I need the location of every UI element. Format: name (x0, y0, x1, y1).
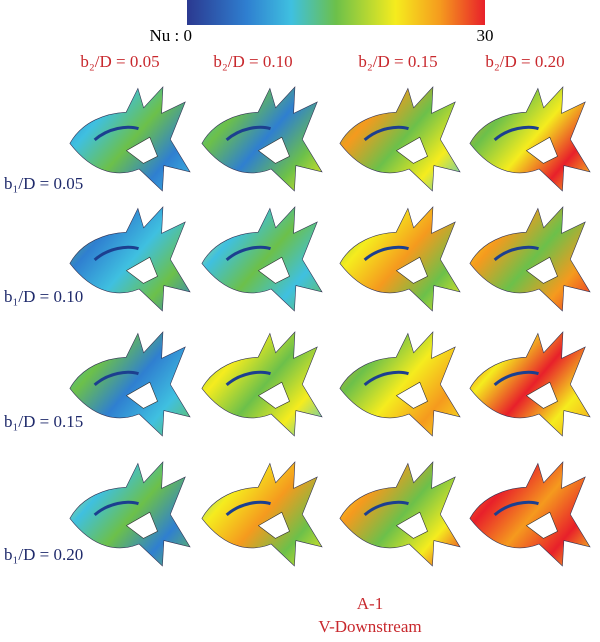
surface (201, 331, 323, 437)
cutout (257, 256, 290, 284)
row-label: b₁/D = 0.05 (4, 174, 83, 193)
surface (69, 206, 191, 312)
surface (339, 86, 461, 192)
low-band (225, 500, 271, 517)
surface (469, 206, 591, 312)
low-band (493, 245, 539, 262)
colorbar (187, 0, 485, 25)
cutout (125, 136, 158, 164)
cutout (257, 136, 290, 164)
contour-plot (69, 461, 191, 567)
low-band (363, 245, 409, 262)
low-band (225, 370, 271, 387)
contour-plot (201, 206, 323, 312)
low-band (93, 370, 139, 387)
contour-plot (339, 331, 461, 437)
row-label: b₁/D = 0.20 (4, 545, 83, 564)
low-band (225, 125, 271, 142)
surface (339, 331, 461, 437)
contour-plot (339, 206, 461, 312)
surface (69, 86, 191, 192)
surface (69, 461, 191, 567)
low-band (363, 500, 409, 517)
row-label: b₁/D = 0.15 (4, 412, 83, 431)
cutout (525, 256, 558, 284)
column-label: b₂/D = 0.10 (213, 52, 292, 71)
surface (201, 206, 323, 312)
contour-plot (469, 86, 591, 192)
contour-plot (469, 461, 591, 567)
caption: V-Downstream (318, 617, 421, 636)
cutout (525, 511, 558, 539)
cutout (395, 511, 428, 539)
surface (469, 86, 591, 192)
surface (339, 206, 461, 312)
surface (469, 461, 591, 567)
low-band (493, 125, 539, 142)
surface (201, 461, 323, 567)
cutout (257, 381, 290, 409)
cutout (395, 256, 428, 284)
contour-plot (69, 331, 191, 437)
colorbar-max: 30 (477, 26, 494, 45)
surface (339, 461, 461, 567)
row-label: b₁/D = 0.10 (4, 287, 83, 306)
low-band (93, 125, 139, 142)
contour-plot (69, 86, 191, 192)
caption: A-1 (357, 594, 383, 613)
cutout (395, 381, 428, 409)
low-band (493, 370, 539, 387)
surface (469, 331, 591, 437)
cutout (125, 511, 158, 539)
low-band (363, 370, 409, 387)
surface (69, 331, 191, 437)
low-band (93, 500, 139, 517)
low-band (225, 245, 271, 262)
column-label: b₂/D = 0.20 (485, 52, 564, 71)
cutout (125, 256, 158, 284)
contour-plot (339, 86, 461, 192)
contour-plot (201, 331, 323, 437)
colorbar-min: Nu : 0 (150, 26, 193, 45)
column-label: b₂/D = 0.15 (358, 52, 437, 71)
column-label: b₂/D = 0.05 (80, 52, 159, 71)
low-band (493, 500, 539, 517)
contour-plot (469, 206, 591, 312)
low-band (93, 245, 139, 262)
contour-plot (69, 206, 191, 312)
contour-plot (469, 331, 591, 437)
cutout (525, 381, 558, 409)
contour-plot (339, 461, 461, 567)
cutout (125, 381, 158, 409)
contour-plot (201, 86, 323, 192)
cutout (525, 136, 558, 164)
surface (201, 86, 323, 192)
cutout (395, 136, 428, 164)
cutout (257, 511, 290, 539)
low-band (363, 125, 409, 142)
contour-plot (201, 461, 323, 567)
